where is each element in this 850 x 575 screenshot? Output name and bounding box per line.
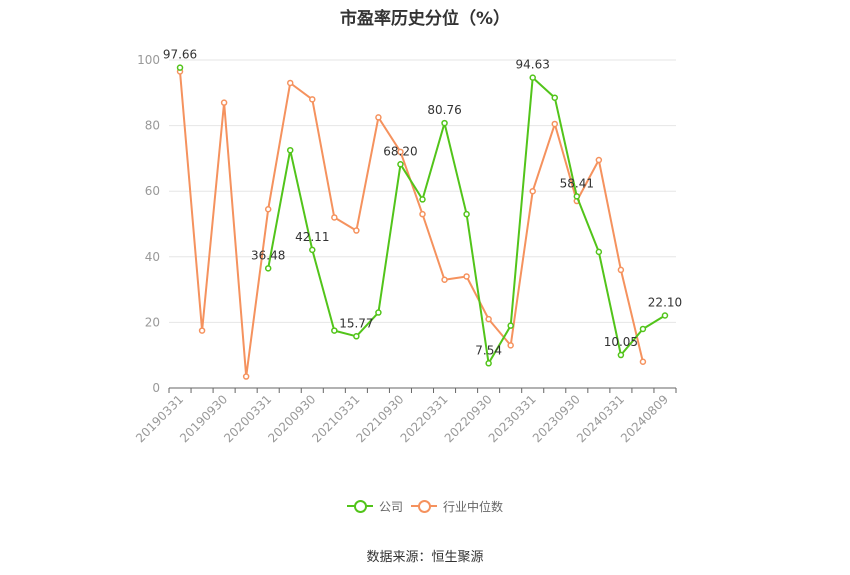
data-point [242,373,250,380]
data-point [419,196,426,203]
data-label: 68.20 [383,144,417,158]
data-label: 7.54 [475,343,502,357]
data-point [353,333,360,340]
data-point [551,120,559,128]
data-point [639,358,647,366]
y-tick-label: 80 [145,119,160,133]
data-point [441,276,448,284]
legend-company-swatch-icon [347,499,373,513]
data-point [264,265,272,272]
y-tick-label: 100 [137,53,160,67]
legend-industry-swatch-icon [411,499,437,513]
x-tick-label: 20240809 [618,392,671,445]
data-point [529,187,536,195]
series-lines [176,64,669,380]
data-point [529,74,536,81]
series-line-0 [267,76,666,365]
data-point [551,94,559,101]
data-point [331,327,338,334]
data-point [397,161,404,168]
legend-item-company[interactable]: 公司 [347,498,403,514]
y-tick-label: 20 [145,315,160,329]
data-source-note: 数据来源：恒生聚源 [366,550,484,565]
data-point [441,119,448,127]
y-tick-label: 60 [145,184,160,198]
data-point [264,205,272,213]
data-point [176,64,184,71]
legend-company-label: 公司 [379,499,404,514]
data-label: 36.48 [251,248,285,262]
axes: 0204060801002019033120190930202003312020… [133,53,677,445]
data-label: 58.41 [560,176,594,190]
data-point [595,248,603,256]
data-label: 10.05 [604,335,638,349]
data-point [573,193,581,200]
data-point [595,156,603,164]
data-point [375,309,382,316]
data-point [463,210,470,218]
data-point [397,148,404,156]
data-point [639,325,647,333]
data-point [220,99,228,106]
data-point [198,327,206,334]
data-point [353,227,360,234]
data-point [309,246,316,254]
data-point [507,322,514,329]
data-point [617,351,625,359]
data-point [485,315,492,323]
data-point [507,342,514,349]
data-label: 22.10 [648,296,682,310]
data-point [375,114,382,121]
legend-item-industry-median[interactable]: 行业中位数 [411,498,503,514]
chart-title: 市盈率历史分位（%） [339,9,511,29]
data-point [617,266,625,274]
data-point [286,79,294,87]
y-tick-label: 0 [152,381,160,395]
data-label: 94.63 [516,58,550,72]
data-label: 97.66 [163,48,197,62]
data-label: 80.76 [427,103,461,117]
legend-industry-label: 行业中位数 [443,499,504,514]
data-point [485,360,492,367]
y-tick-label: 40 [145,250,160,264]
data-point [463,273,470,280]
data-point [661,312,669,319]
grid-lines [169,59,676,323]
series-line-1 [179,71,644,378]
data-labels: 97.66 36.48 42.11 15.77 68.20 80.76 7.54 94.63 5… [163,48,682,358]
data-point [331,214,338,221]
data-label: 15.77 [339,316,373,330]
data-point [309,96,316,103]
data-label: 42.11 [295,230,329,244]
data-point [286,146,294,154]
data-point [419,210,426,218]
